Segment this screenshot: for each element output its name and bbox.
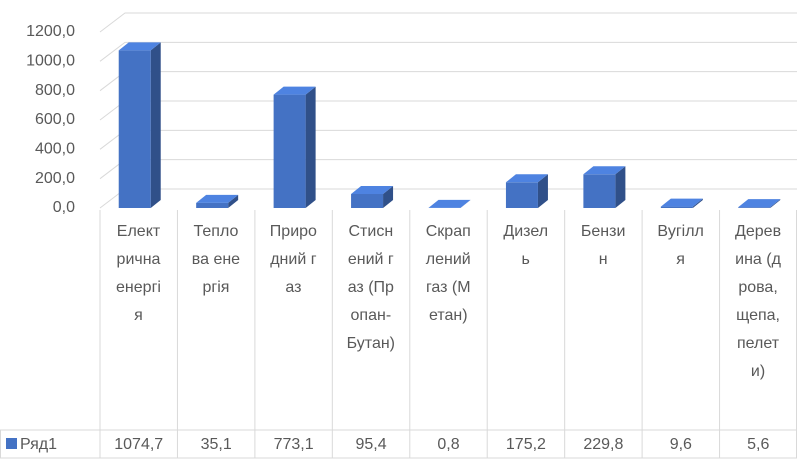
x-tick-label: Скраплений газ (Метан) bbox=[425, 223, 471, 324]
grid-line bbox=[99, 100, 797, 121]
y-tick-label: 0,0 bbox=[53, 199, 75, 216]
x-tick-label: Електрична енергія bbox=[116, 223, 161, 324]
bar-side bbox=[383, 186, 394, 208]
y-tick-label: 1200,0 bbox=[26, 23, 75, 40]
category-cell: Дизель bbox=[503, 223, 549, 268]
legend-swatch bbox=[6, 438, 17, 449]
value-label: 9,6 bbox=[670, 436, 692, 453]
y-tick-label: 800,0 bbox=[35, 82, 75, 99]
bar-side bbox=[615, 166, 626, 208]
grid-line bbox=[99, 159, 797, 180]
bar-side bbox=[228, 194, 239, 208]
y-tick-label: 1000,0 bbox=[26, 53, 75, 70]
value-label: 1074,7 bbox=[114, 436, 163, 453]
y-tick-label: 200,0 bbox=[35, 170, 75, 187]
grid-line bbox=[99, 41, 797, 62]
x-tick-label: Вугілля bbox=[657, 223, 704, 268]
category-cell: Скраплений газ (Метан) bbox=[425, 223, 471, 324]
bar bbox=[660, 206, 693, 208]
category-cell: Природний газ bbox=[269, 223, 317, 296]
category-cell: Електрична енергія bbox=[116, 223, 161, 324]
grid-line bbox=[99, 71, 797, 92]
value-label: 5,6 bbox=[747, 436, 769, 453]
category-cell: Бензин bbox=[580, 223, 626, 268]
x-tick-label: Природний газ bbox=[269, 223, 317, 296]
bar bbox=[196, 202, 229, 208]
bar-side bbox=[770, 199, 781, 208]
x-tick-label: Теплова енергія bbox=[191, 223, 241, 296]
category-cell: Теплова енергія bbox=[191, 223, 241, 296]
legend-label: Ряд1 bbox=[20, 436, 57, 453]
bar-side bbox=[692, 198, 703, 208]
value-label: 95,4 bbox=[355, 436, 386, 453]
bar-top bbox=[351, 186, 394, 195]
value-label: 773,1 bbox=[274, 436, 314, 453]
bar-side bbox=[150, 42, 161, 208]
bar-top bbox=[505, 174, 548, 183]
bar-top bbox=[273, 86, 316, 95]
bar bbox=[738, 207, 771, 208]
value-label: 229,8 bbox=[583, 436, 623, 453]
bar bbox=[118, 50, 151, 208]
value-label: 35,1 bbox=[201, 436, 232, 453]
bar-top bbox=[196, 194, 239, 203]
y-tick-label: 600,0 bbox=[35, 111, 75, 128]
category-cell: Вугілля bbox=[657, 223, 704, 268]
bar-top bbox=[738, 199, 781, 208]
x-tick-label: Стиснений газ (Пропан-Бутан) bbox=[346, 223, 395, 352]
grid-line bbox=[99, 129, 797, 150]
bar-top bbox=[583, 166, 626, 175]
x-tick-label: Дизель bbox=[503, 223, 549, 268]
value-label: 0,8 bbox=[437, 436, 459, 453]
value-label: 175,2 bbox=[506, 436, 546, 453]
bar bbox=[505, 182, 538, 208]
bar-side bbox=[305, 86, 316, 208]
bar-top bbox=[660, 198, 703, 207]
bar-side bbox=[460, 199, 471, 208]
bar-top bbox=[118, 42, 161, 51]
category-cell: Стиснений газ (Пропан-Бутан) bbox=[346, 223, 395, 352]
x-tick-label: Бензин bbox=[580, 223, 626, 268]
y-tick-label: 400,0 bbox=[35, 141, 75, 158]
bar-top bbox=[428, 199, 471, 208]
bar-side bbox=[537, 174, 548, 208]
grid-line bbox=[99, 12, 797, 33]
bar bbox=[351, 194, 384, 208]
bar bbox=[583, 174, 616, 208]
x-tick-label: Деревина (дрова, щепа, пелети) bbox=[735, 223, 782, 380]
bar bbox=[273, 94, 306, 208]
category-cell: Деревина (дрова, щепа, пелети) bbox=[735, 223, 782, 380]
